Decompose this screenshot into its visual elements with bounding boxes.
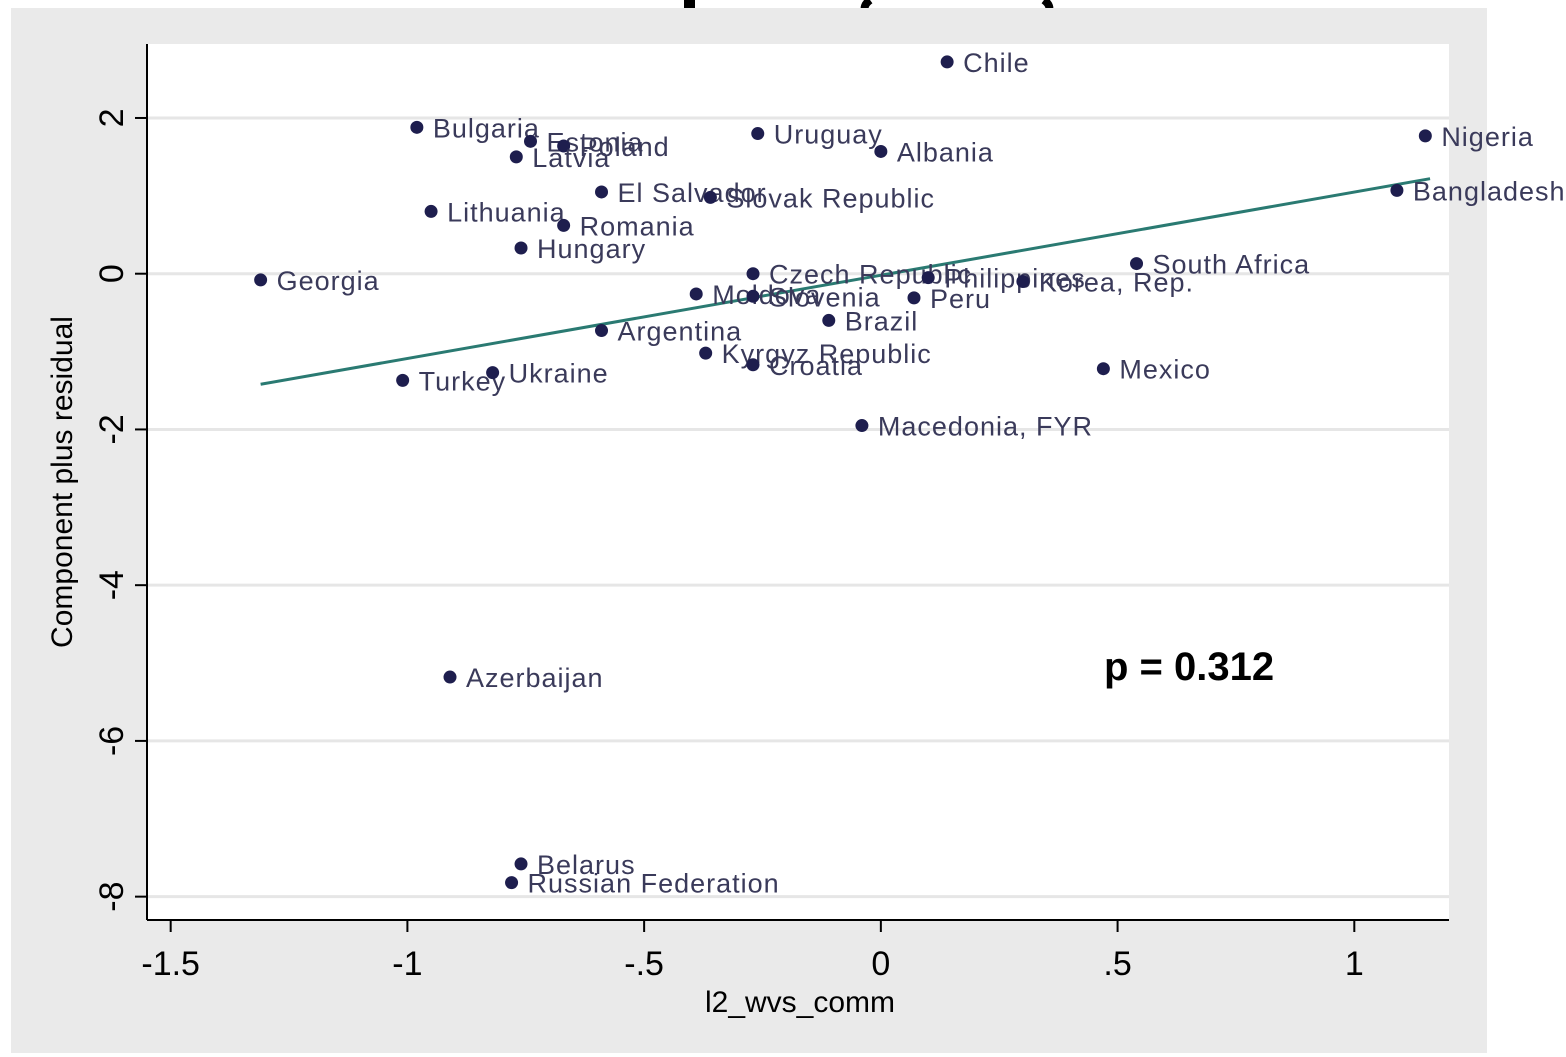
point-label-lithuania: Lithuania bbox=[447, 197, 566, 227]
point-albania bbox=[874, 144, 888, 158]
y-tick-label: -2 bbox=[93, 414, 131, 444]
point-bulgaria bbox=[410, 120, 424, 134]
point-slovenia bbox=[746, 289, 760, 303]
point-label-slovenia: Slovenia bbox=[769, 282, 881, 312]
y-tick-label: 2 bbox=[93, 109, 131, 128]
point-peru bbox=[907, 291, 921, 305]
x-tick-label: 1 bbox=[1345, 945, 1364, 983]
point-label-hungary: Hungary bbox=[537, 234, 646, 264]
point-label-korea-rep: Korea, Rep. bbox=[1039, 267, 1194, 297]
point-turkey bbox=[396, 373, 410, 387]
point-label-chile: Chile bbox=[963, 48, 1030, 78]
plot-area bbox=[147, 44, 1449, 920]
point-label-peru: Peru bbox=[930, 284, 991, 314]
point-label-philippines: Philippines bbox=[944, 264, 1086, 294]
point-latvia bbox=[509, 150, 523, 164]
point-label-poland: Poland bbox=[580, 132, 670, 162]
x-tick-label: .5 bbox=[1103, 945, 1131, 983]
point-czech-republic bbox=[746, 267, 760, 281]
point-label-ukraine: Ukraine bbox=[509, 359, 609, 389]
point-label-azerbaijan: Azerbaijan bbox=[466, 663, 604, 693]
point-el-salvador bbox=[595, 185, 609, 199]
point-label-nigeria: Nigeria bbox=[1441, 122, 1534, 152]
y-tick-label: -8 bbox=[93, 882, 131, 912]
point-label-latvia: Latvia bbox=[532, 143, 610, 173]
y-tick-label: -4 bbox=[93, 570, 131, 600]
y-axis-title: Component plus residual bbox=[46, 316, 79, 648]
point-label-czech-republic: Czech Republic bbox=[769, 260, 972, 290]
point-macedonia-fyr bbox=[855, 419, 869, 433]
fit-line bbox=[260, 177, 1431, 386]
point-label-bulgaria: Bulgaria bbox=[433, 113, 540, 143]
point-label-south-africa: South Africa bbox=[1153, 250, 1311, 280]
x-tick-label: -.5 bbox=[624, 945, 664, 983]
x-axis-title: l2_wvs_comm bbox=[705, 986, 895, 1019]
point-estonia bbox=[523, 134, 537, 148]
point-argentina bbox=[595, 324, 609, 338]
point-label-uruguay: Uruguay bbox=[774, 120, 883, 150]
point-south-africa bbox=[1130, 257, 1144, 271]
point-ukraine bbox=[486, 366, 500, 380]
point-azerbaijan bbox=[443, 670, 457, 684]
point-nigeria bbox=[1418, 129, 1432, 143]
point-poland bbox=[557, 139, 571, 153]
point-georgia bbox=[254, 273, 268, 287]
point-bangladesh bbox=[1390, 183, 1404, 197]
fit-line-group bbox=[260, 177, 1431, 386]
point-label-mexico: Mexico bbox=[1119, 355, 1211, 385]
point-slovak-republic bbox=[703, 190, 717, 204]
point-label-bangladesh: Bangladesh bbox=[1413, 176, 1566, 206]
point-label-argentina: Argentina bbox=[618, 317, 743, 347]
point-kyrgyz-republic bbox=[699, 346, 713, 360]
point-hungary bbox=[514, 241, 528, 255]
axes: -1.5 -1 -.5 0 .5 1 -8 -6 -4 -2 0 2 bbox=[93, 44, 1449, 983]
point-lithuania bbox=[424, 204, 438, 218]
x-tick-label: -1 bbox=[392, 945, 422, 983]
p-value-annotation: p = 0.312 bbox=[1104, 645, 1274, 689]
y-tick-label: -6 bbox=[93, 726, 131, 756]
point-korea-rep bbox=[1016, 274, 1030, 288]
point-label-macedonia-fyr: Macedonia, FYR bbox=[878, 412, 1093, 442]
y-tick-label: 0 bbox=[93, 264, 131, 283]
point-label-georgia: Georgia bbox=[277, 266, 380, 296]
point-brazil bbox=[822, 313, 836, 327]
point-philippines bbox=[921, 271, 935, 285]
point-belarus bbox=[514, 857, 528, 871]
point-uruguay bbox=[751, 127, 765, 141]
point-mexico bbox=[1096, 362, 1110, 376]
point-label-romania: Romania bbox=[580, 211, 695, 241]
point-romania bbox=[557, 218, 571, 232]
point-moldova bbox=[689, 287, 703, 301]
point-croatia bbox=[746, 358, 760, 372]
point-label-moldova: Moldova bbox=[712, 280, 821, 310]
point-label-brazil: Brazil bbox=[845, 306, 919, 336]
point-chile bbox=[940, 55, 954, 69]
x-tick-label: -1.5 bbox=[141, 945, 200, 983]
point-label-russian-federation: Russian Federation bbox=[528, 869, 780, 899]
grid-lines bbox=[147, 116, 1449, 899]
point-label-el-salvador: El Salvador bbox=[618, 178, 767, 208]
point-russian-federation bbox=[505, 876, 519, 890]
point-label-belarus: Belarus bbox=[537, 850, 636, 880]
point-label-slovak-republic: Slovak Republic bbox=[726, 183, 935, 213]
x-tick-label: 0 bbox=[871, 945, 890, 983]
point-label-croatia: Croatia bbox=[769, 351, 863, 381]
point-label-albania: Albania bbox=[897, 137, 994, 167]
